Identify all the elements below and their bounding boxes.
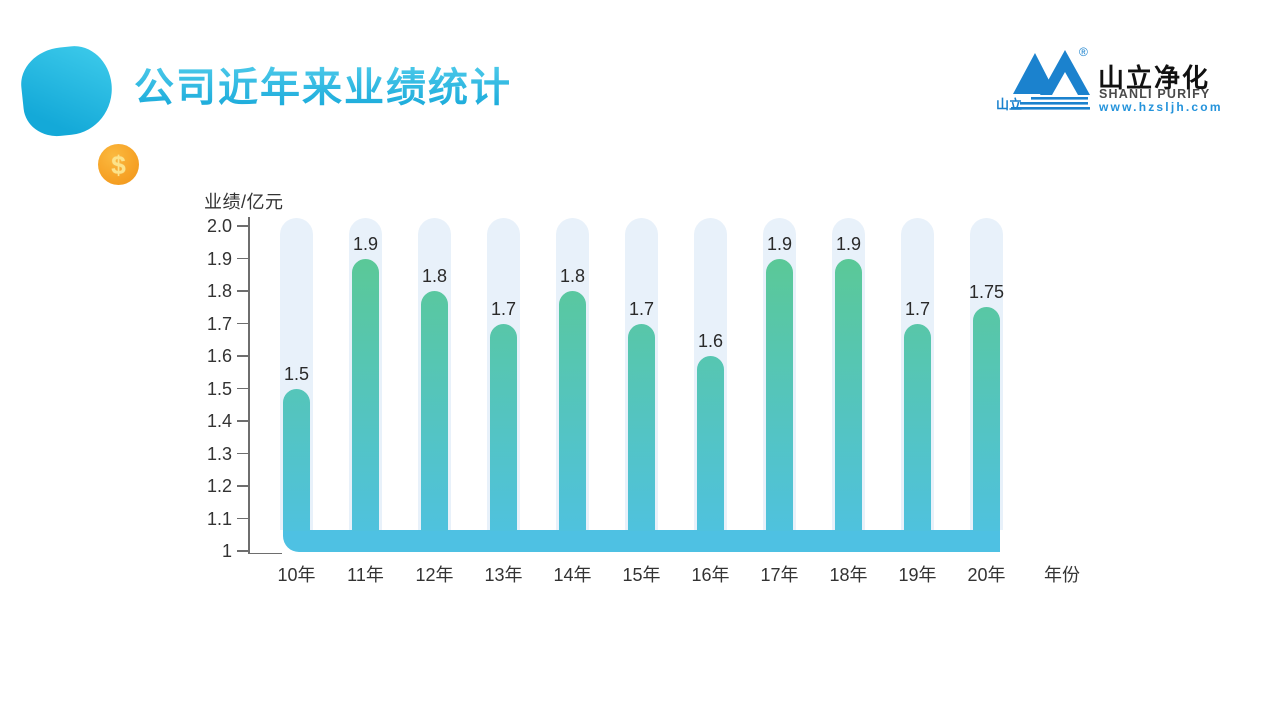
x-tick-label: 16年 bbox=[691, 565, 730, 585]
x-tick-label: 10年 bbox=[277, 565, 316, 585]
x-tick-label: 13年 bbox=[484, 565, 523, 585]
y-tick-mark bbox=[237, 550, 250, 552]
x-tick-label: 14年 bbox=[553, 565, 592, 585]
y-tick-label: 1.5 bbox=[206, 378, 232, 399]
y-tick-mark bbox=[237, 452, 250, 455]
slide-title: 公司近年来业绩统计 bbox=[134, 66, 512, 110]
y-tick-label: 1.3 bbox=[206, 443, 232, 464]
y-tick-mark bbox=[237, 517, 250, 520]
bar-value-label: 1.75 bbox=[968, 282, 1005, 303]
y-axis-title: 业绩/亿元 bbox=[204, 192, 284, 212]
y-tick-mark bbox=[237, 355, 250, 357]
x-tick-label: 11年 bbox=[347, 565, 384, 585]
bar bbox=[904, 323, 931, 531]
bar bbox=[352, 258, 379, 531]
bar bbox=[283, 388, 310, 531]
x-tick-label: 20年 bbox=[967, 565, 1006, 585]
logo-company-name-en: SHANLI PURIFY bbox=[1099, 87, 1211, 101]
mountain-logo-icon: ® 山立 bbox=[996, 45, 1090, 112]
y-tick-mark bbox=[237, 290, 250, 292]
bar bbox=[697, 356, 724, 531]
logo-icon-label: 山立 bbox=[996, 97, 1022, 112]
x-tick-label: 18年 bbox=[829, 565, 868, 585]
y-tick-mark bbox=[237, 257, 250, 260]
x-tick-label: 19年 bbox=[898, 565, 937, 585]
bar-value-label: 1.7 bbox=[904, 298, 931, 319]
bar-value-label: 1.6 bbox=[697, 331, 724, 351]
y-tick-label: 1.4 bbox=[206, 411, 232, 431]
y-tick-label: 1.7 bbox=[206, 313, 232, 334]
chart-base-band bbox=[283, 530, 1000, 552]
y-tick-label: 1.1 bbox=[206, 508, 232, 529]
y-tick-mark bbox=[237, 420, 250, 422]
bar-value-label: 1.7 bbox=[490, 298, 517, 319]
y-tick-label: 1.9 bbox=[206, 248, 232, 269]
bar bbox=[973, 307, 1000, 531]
y-axis-line bbox=[248, 217, 250, 554]
y-tick-mark bbox=[237, 485, 250, 487]
bar bbox=[628, 323, 655, 531]
dollar-symbol: $ bbox=[111, 149, 126, 180]
bar bbox=[559, 291, 586, 531]
y-tick-label: 1.6 bbox=[206, 346, 232, 366]
x-axis-title: 年份 bbox=[1044, 565, 1080, 585]
y-tick-label: 1.2 bbox=[206, 476, 232, 496]
logo-company-name-cn: 山立净化 bbox=[1098, 63, 1211, 93]
x-axis-line bbox=[248, 552, 283, 555]
x-tick-label: 17年 bbox=[760, 565, 799, 585]
bar bbox=[490, 323, 517, 531]
y-tick-label: 1.8 bbox=[206, 281, 232, 301]
bar-value-label: 1.9 bbox=[766, 233, 793, 254]
registered-mark: ® bbox=[1079, 45, 1088, 59]
x-tick-label: 12年 bbox=[415, 565, 454, 585]
dollar-coin-icon: $ bbox=[98, 144, 139, 185]
bar-value-label: 1.8 bbox=[559, 266, 586, 286]
bar bbox=[421, 291, 448, 531]
y-tick-mark bbox=[237, 225, 250, 227]
bar-value-label: 1.5 bbox=[283, 363, 310, 384]
x-tick-label: 15年 bbox=[622, 565, 661, 585]
y-tick-mark bbox=[237, 322, 250, 325]
y-tick-mark bbox=[237, 387, 250, 390]
company-logo: ® 山立 山立净化 SHANLI PURIFY www.hzsljh.com bbox=[996, 42, 1246, 120]
bar bbox=[835, 258, 862, 531]
bar-value-label: 1.7 bbox=[628, 298, 655, 319]
bar bbox=[766, 258, 793, 531]
bar-value-label: 1.8 bbox=[421, 266, 448, 286]
bar-value-label: 1.9 bbox=[352, 233, 379, 254]
y-tick-label: 2.0 bbox=[206, 216, 232, 236]
bar-value-label: 1.9 bbox=[835, 233, 862, 254]
logo-website-url: www.hzsljh.com bbox=[1099, 100, 1223, 114]
y-tick-label: 1 bbox=[221, 541, 232, 561]
